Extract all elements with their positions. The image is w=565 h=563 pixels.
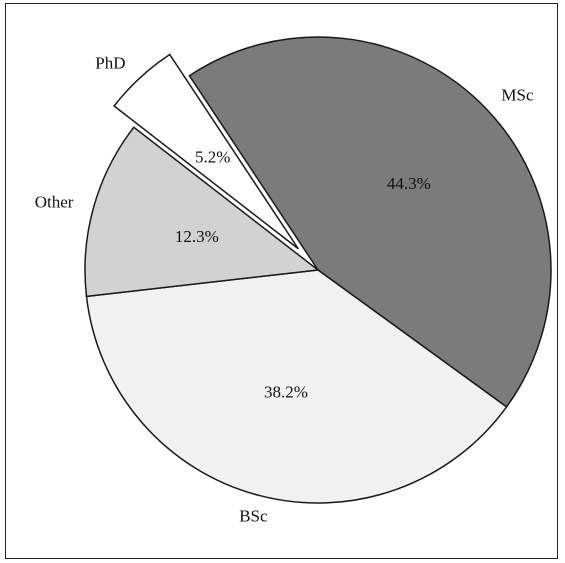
pie-slice-msc: [188, 36, 552, 408]
slice-category-label-bsc: BSc: [239, 507, 268, 526]
slice-category-label-msc: MSc: [501, 85, 534, 104]
slice-value-label-bsc: 38.2%: [264, 383, 308, 402]
slice-category-label-phd: PhD: [95, 54, 125, 73]
slice-value-label-phd: 5.2%: [195, 148, 230, 167]
slice-value-label-msc: 44.3%: [387, 174, 431, 193]
pie-slice-bsc: [85, 269, 508, 504]
slice-category-label-other: Other: [35, 193, 74, 212]
pie-slice-other: [84, 126, 320, 298]
slice-value-label-other: 12.3%: [175, 227, 219, 246]
pie-slice-phd: [113, 53, 299, 250]
